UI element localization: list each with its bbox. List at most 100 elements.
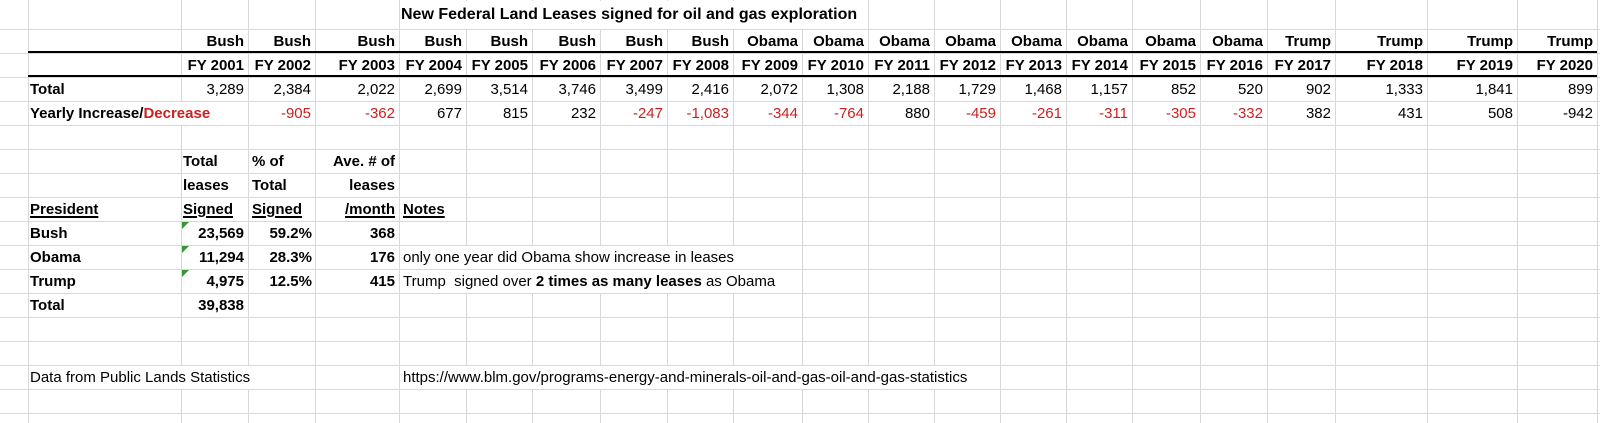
summary-president[interactable]: Bush	[30, 225, 68, 242]
year-change-value[interactable]: -311	[1099, 105, 1128, 122]
year-fiscal-year-label[interactable]: FY 2017	[1274, 57, 1331, 74]
header-notes[interactable]: Notes	[403, 201, 445, 218]
year-president-label[interactable]: Obama	[879, 33, 930, 50]
summary-total-leases[interactable]: 23,569	[198, 225, 244, 242]
summary-avg-month[interactable]: 368	[369, 225, 395, 242]
year-total-value[interactable]: 3,746	[558, 81, 596, 98]
year-fiscal-year-label[interactable]: FY 2001	[187, 57, 244, 74]
year-president-label[interactable]: Trump	[1377, 33, 1423, 50]
row-label-yearly-change[interactable]: Yearly Increase/Decrease	[30, 102, 217, 125]
year-total-value[interactable]: 520	[1237, 81, 1263, 98]
summary-president[interactable]: Trump	[30, 273, 76, 290]
year-president-label[interactable]: Bush	[273, 33, 312, 50]
summary-pct-total[interactable]: 12.5%	[269, 273, 312, 290]
year-change-value[interactable]: -764	[833, 105, 864, 122]
year-change-value[interactable]: -459	[965, 105, 996, 122]
sheet-title-cell[interactable]: New Federal Land Leases signed for oil a…	[401, 1, 864, 29]
summary-total-leases[interactable]: 4,975	[206, 273, 244, 290]
year-president-label[interactable]: Bush	[206, 33, 245, 50]
year-total-value[interactable]: 1,157	[1090, 81, 1128, 98]
source-label[interactable]: Data from Public Lands Statistics	[30, 366, 257, 389]
summary-total-leases[interactable]: 11,294	[198, 249, 244, 266]
year-fiscal-year-label[interactable]: FY 2018	[1366, 57, 1423, 74]
year-change-value[interactable]: -942	[1562, 105, 1593, 122]
year-president-label[interactable]: Obama	[945, 33, 996, 50]
header-president[interactable]: President	[30, 201, 99, 218]
year-president-label[interactable]: Obama	[1077, 33, 1128, 50]
year-total-value[interactable]: 3,514	[490, 81, 528, 98]
year-total-value[interactable]: 2,416	[691, 81, 729, 98]
year-total-value[interactable]: 1,468	[1024, 81, 1062, 98]
year-fiscal-year-label[interactable]: FY 2014	[1071, 57, 1128, 74]
year-change-value[interactable]: 815	[502, 105, 528, 122]
year-change-value[interactable]: -905	[280, 105, 311, 122]
year-change-value[interactable]: 382	[1305, 105, 1331, 122]
year-change-value[interactable]: -344	[767, 105, 798, 122]
year-total-value[interactable]: 2,072	[760, 81, 798, 98]
year-change-value[interactable]: 232	[570, 105, 596, 122]
summary-total-leases[interactable]: 39,838	[198, 297, 244, 314]
year-fiscal-year-label[interactable]: FY 2015	[1139, 57, 1196, 74]
year-total-value[interactable]: 2,384	[273, 81, 311, 98]
year-change-value[interactable]: 880	[904, 105, 930, 122]
summary-president[interactable]: Total	[30, 297, 65, 314]
summary-pct-total[interactable]: 28.3%	[269, 249, 312, 266]
year-president-label[interactable]: Obama	[1145, 33, 1196, 50]
header-avg-month-line3[interactable]: /month	[345, 201, 395, 218]
summary-note[interactable]: Trump signed over 2 times as many leases…	[403, 270, 782, 293]
summary-pct-total[interactable]: 59.2%	[269, 225, 312, 242]
year-total-value[interactable]: 2,022	[357, 81, 395, 98]
year-total-value[interactable]: 2,188	[892, 81, 930, 98]
year-change-value[interactable]: -305	[1165, 105, 1196, 122]
year-president-label[interactable]: Bush	[558, 33, 597, 50]
year-total-value[interactable]: 3,289	[206, 81, 244, 98]
year-total-value[interactable]: 902	[1305, 81, 1331, 98]
header-pct-total-line1[interactable]: % of	[252, 153, 284, 170]
year-president-label[interactable]: Obama	[1011, 33, 1062, 50]
year-change-value[interactable]: 508	[1487, 105, 1513, 122]
year-fiscal-year-label[interactable]: FY 2007	[606, 57, 663, 74]
year-president-label[interactable]: Obama	[813, 33, 864, 50]
year-president-label[interactable]: Bush	[424, 33, 463, 50]
year-president-label[interactable]: Obama	[1212, 33, 1263, 50]
year-total-value[interactable]: 899	[1567, 81, 1593, 98]
year-president-label[interactable]: Bush	[357, 33, 396, 50]
year-change-value[interactable]: -332	[1232, 105, 1263, 122]
header-total-leases-line2[interactable]: leases	[183, 177, 229, 194]
summary-note[interactable]: only one year did Obama show increase in…	[403, 246, 741, 269]
year-fiscal-year-label[interactable]: FY 2011	[874, 57, 930, 74]
year-total-value[interactable]: 1,308	[826, 81, 864, 98]
year-change-value[interactable]: -362	[364, 105, 395, 122]
year-fiscal-year-label[interactable]: FY 2009	[741, 57, 798, 74]
year-fiscal-year-label[interactable]: FY 2006	[539, 57, 596, 74]
header-avg-month-line2[interactable]: leases	[349, 177, 395, 194]
summary-avg-month[interactable]: 176	[369, 249, 395, 266]
year-fiscal-year-label[interactable]: FY 2005	[471, 57, 528, 74]
year-fiscal-year-label[interactable]: FY 2020	[1536, 57, 1593, 74]
year-fiscal-year-label[interactable]: FY 2003	[338, 57, 395, 74]
year-fiscal-year-label[interactable]: FY 2019	[1456, 57, 1513, 74]
year-change-value[interactable]: 677	[436, 105, 462, 122]
year-change-value[interactable]: -247	[632, 105, 663, 122]
header-total-leases-line3[interactable]: Signed	[183, 201, 234, 218]
year-fiscal-year-label[interactable]: FY 2013	[1005, 57, 1062, 74]
year-president-label[interactable]: Bush	[490, 33, 529, 50]
year-change-value[interactable]: 431	[1397, 105, 1423, 122]
year-total-value[interactable]: 1,841	[1475, 81, 1513, 98]
year-president-label[interactable]: Trump	[1467, 33, 1513, 50]
year-president-label[interactable]: Obama	[747, 33, 798, 50]
row-label-total[interactable]: Total	[30, 81, 65, 98]
source-url[interactable]: https://www.blm.gov/programs-energy-and-…	[403, 366, 974, 389]
header-pct-total-line2[interactable]: Total	[252, 177, 287, 194]
year-total-value[interactable]: 852	[1170, 81, 1196, 98]
header-pct-total-line3[interactable]: Signed	[252, 201, 303, 218]
year-fiscal-year-label[interactable]: FY 2016	[1206, 57, 1263, 74]
year-fiscal-year-label[interactable]: FY 2002	[254, 57, 311, 74]
year-total-value[interactable]: 1,333	[1385, 81, 1423, 98]
year-fiscal-year-label[interactable]: FY 2010	[807, 57, 864, 74]
year-change-value[interactable]: -261	[1031, 105, 1062, 122]
year-total-value[interactable]: 3,499	[625, 81, 663, 98]
header-avg-month-line1[interactable]: Ave. # of	[333, 153, 395, 170]
year-fiscal-year-label[interactable]: FY 2008	[672, 57, 729, 74]
year-change-value[interactable]	[181, 102, 244, 125]
